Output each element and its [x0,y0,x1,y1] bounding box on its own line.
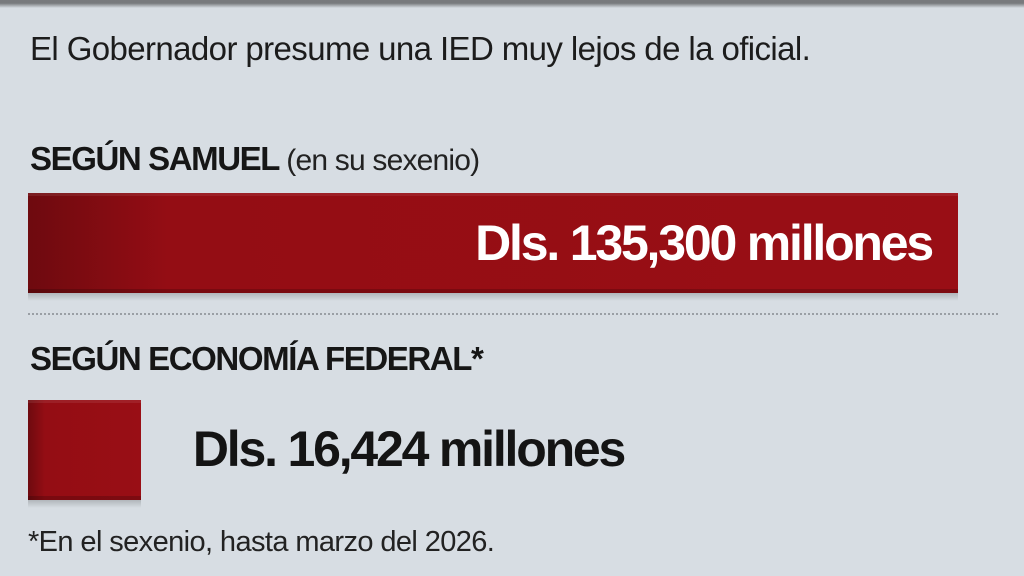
category-label-samuel: SEGÚN SAMUEL (en su sexenio) [30,140,480,178]
category-name-federal: SEGÚN ECONOMÍA FEDERAL* [30,340,484,377]
category-name-samuel: SEGÚN SAMUEL [30,140,280,177]
top-edge-strip [0,0,1024,8]
bar-federal [28,400,141,500]
bar-samuel: Dls. 135,300 millones [28,193,958,293]
value-label-samuel: Dls. 135,300 millones [475,215,934,271]
chart-subtitle: El Gobernador presume una IED muy lejos … [30,30,811,67]
value-label-federal: Dls. 16,424 millones [192,421,626,477]
bar-shadow-federal [28,500,141,508]
category-label-federal: SEGÚN ECONOMÍA FEDERAL* [30,340,484,378]
bar-shadow-samuel [28,293,958,301]
category-note-samuel: (en su sexenio) [286,144,480,177]
footnote: *En el sexenio, hasta marzo del 2026. [28,526,495,558]
dotted-divider [28,313,998,315]
